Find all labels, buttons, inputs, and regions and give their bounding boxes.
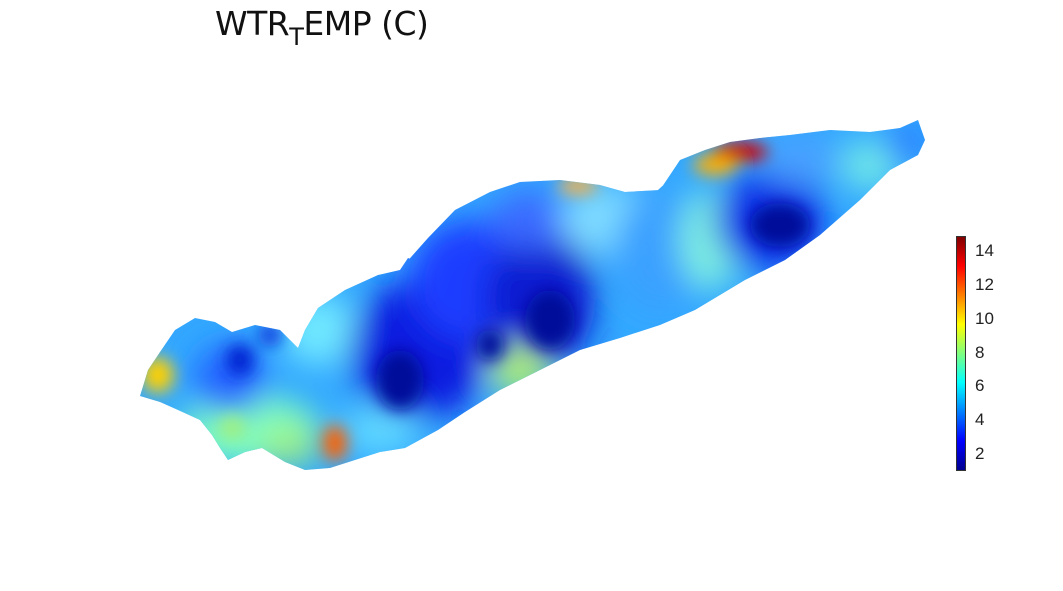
colorbar-tick-label: 8 — [975, 343, 985, 362]
colorbar-tick-label: 2 — [975, 444, 985, 463]
colorbar-tick-label: 14 — [975, 241, 994, 260]
temperature-field — [140, 120, 925, 470]
colorbar-tick-label: 12 — [975, 275, 994, 294]
colorbar — [956, 236, 966, 471]
colorbar-tick-label: 10 — [975, 309, 994, 328]
colorbar-tick-label: 4 — [975, 410, 985, 429]
colorbar-tick-label: 6 — [975, 376, 985, 395]
map-title: WTRTEMP (C) — [215, 4, 429, 51]
